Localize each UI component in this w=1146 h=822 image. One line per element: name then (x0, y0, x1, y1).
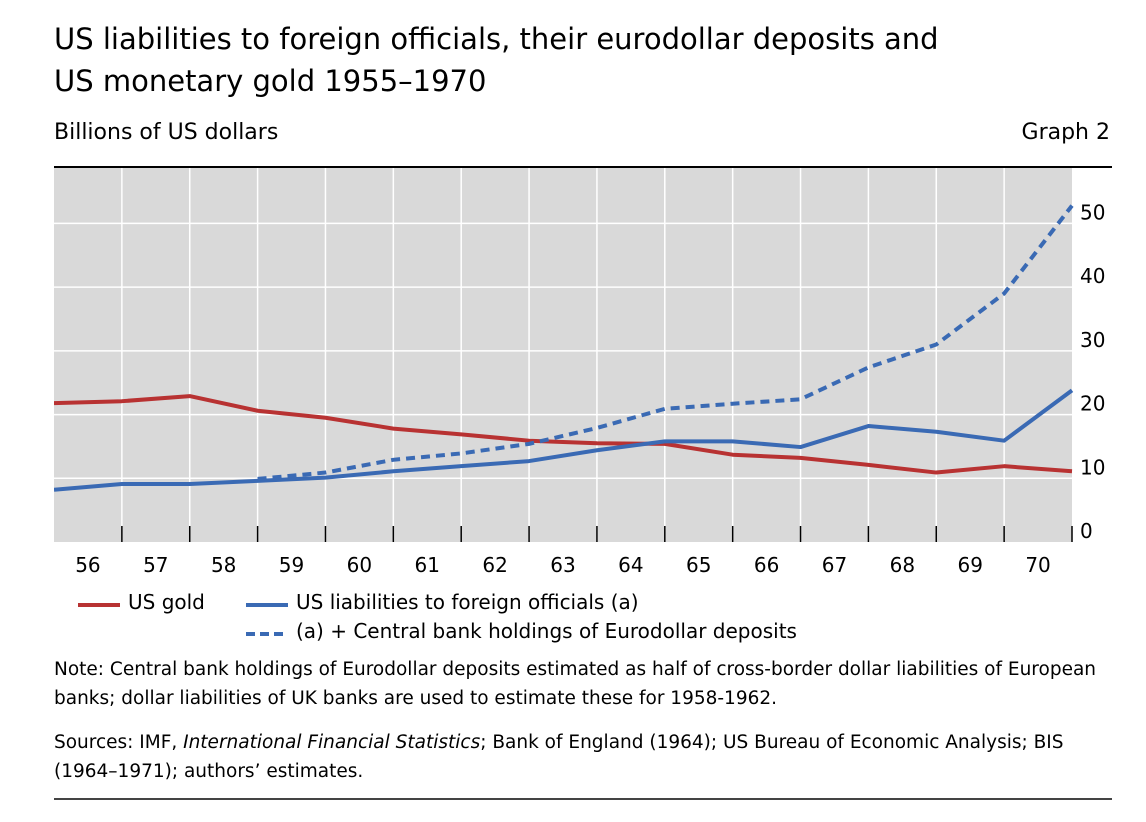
x-tick-label: 57 (143, 553, 168, 577)
legend-swatch-eurodollar (246, 632, 288, 636)
x-tick-label: 63 (550, 553, 575, 577)
legend-label-gold: US gold (128, 590, 205, 614)
legend-item-liabilities: US liabilities to foreign officials (a) (246, 590, 639, 614)
y-tick-label: 20 (1080, 392, 1105, 416)
chart-title-line-1: US liabilities to foreign officials, the… (54, 22, 939, 56)
legend-swatch-gold (78, 603, 120, 607)
y-tick-label: 40 (1080, 264, 1105, 288)
x-tick-label: 59 (279, 553, 304, 577)
sources-italic: International Financial Statistics (183, 732, 481, 753)
x-tick-label: 66 (754, 553, 779, 577)
x-tick-label: 60 (347, 553, 372, 577)
units-label: Billions of US dollars (54, 120, 279, 145)
x-tick-label: 68 (890, 553, 915, 577)
line-chart: 0 10 20 30 40 50 56 57 58 59 60 61 62 63 64 65 66 67 68 69 7… (54, 168, 1105, 577)
y-tick-label: 30 (1080, 328, 1105, 352)
y-tick-label: 50 (1080, 200, 1105, 224)
x-tick-label: 64 (618, 553, 643, 577)
x-tick-label: 69 (957, 553, 982, 577)
x-tick-label: 58 (211, 553, 236, 577)
x-tick-label: 61 (415, 553, 440, 577)
x-tick-label: 70 (1025, 553, 1050, 577)
y-tick-label: 0 (1080, 519, 1093, 543)
x-tick-label: 62 (482, 553, 507, 577)
x-tick-label: 65 (686, 553, 711, 577)
top-rule (54, 166, 1112, 168)
legend-item-eurodollar: (a) + Central bank holdings of Eurodolla… (246, 619, 797, 643)
legend-label-eurodollar: (a) + Central bank holdings of Eurodolla… (296, 619, 797, 643)
sources-suffix: ; Bank of England (1964); US Bureau of E… (54, 732, 1064, 782)
chart-title: US liabilities to foreign officials, the… (54, 18, 1114, 102)
legend-label-liabilities: US liabilities to foreign officials (a) (296, 590, 639, 614)
x-tick-label: 56 (75, 553, 100, 577)
legend-item-gold: US gold (78, 590, 205, 614)
chart-sources: Sources: IMF, International Financial St… (54, 728, 1112, 786)
series-line-0 (54, 394, 1073, 475)
x-tick-label: 67 (822, 553, 847, 577)
y-tick-label: 10 (1080, 455, 1105, 479)
series-line-1 (54, 388, 1074, 492)
chart-title-line-2: US monetary gold 1955–1970 (54, 64, 487, 98)
graph-number-label: Graph 2 (1021, 120, 1110, 145)
chart-note: Note: Central bank holdings of Eurodolla… (54, 659, 1097, 709)
bottom-rule (54, 798, 1112, 800)
legend-swatch-liabilities (246, 603, 288, 607)
sources-prefix: Sources: IMF, (54, 732, 184, 753)
